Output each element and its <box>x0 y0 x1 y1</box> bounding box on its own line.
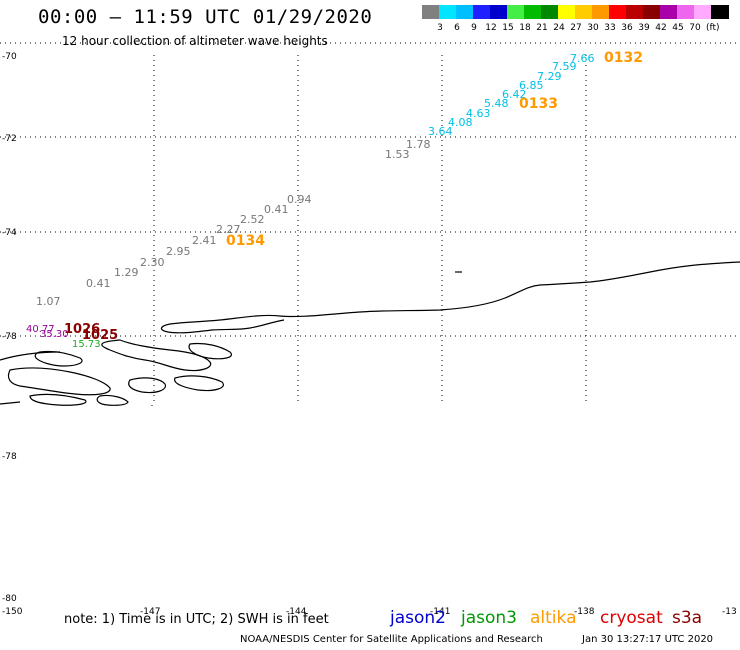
track-value-cyan: 6.85 <box>519 79 544 92</box>
legend-label: 3 <box>437 23 443 33</box>
legend-swatch <box>541 5 559 19</box>
track-value-gray: 0.41 <box>86 277 111 290</box>
track-value-purple: 35.30 <box>40 329 69 340</box>
track-value-red: 1026 <box>64 322 100 337</box>
track-value-gray: 2.30 <box>140 256 165 269</box>
grid-lines <box>0 42 740 405</box>
lon-label-141: -141 <box>430 607 451 617</box>
legend-label: 33 <box>604 23 616 33</box>
track-value-red: 1025 <box>82 328 118 343</box>
sat-altika: altika <box>530 608 577 628</box>
legend-swatch <box>456 5 474 19</box>
track-value-gray: 0.94 <box>287 193 312 206</box>
track-value-green: 15.73 <box>72 339 101 350</box>
track-value-gray: 2.41 <box>192 234 217 247</box>
legend-swatch <box>643 5 661 19</box>
legend-label: 12 <box>485 23 497 33</box>
track-value-gray: 2.95 <box>166 245 191 258</box>
legend-label: 6 <box>454 23 460 33</box>
lon-label-150: -150 <box>2 607 23 617</box>
legend-swatch <box>711 5 729 19</box>
legend-swatch <box>660 5 678 19</box>
lat-label-74: -74 <box>2 228 17 238</box>
legend-swatch <box>507 5 525 19</box>
legend-swatch <box>558 5 576 19</box>
coastline <box>0 261 740 406</box>
track-value-gray: 1.53 <box>385 148 410 161</box>
legend-swatch <box>677 5 695 19</box>
legend-swatch <box>490 5 508 19</box>
legend-label: 27 <box>570 23 582 33</box>
sat-jason2: jason2 <box>390 608 446 628</box>
track-value-cyan: 5.48 <box>484 97 509 110</box>
page-title: 00:00 – 11:59 UTC 01/29/2020 <box>38 6 373 28</box>
track-value-gray: 2.27 <box>216 223 241 236</box>
lon-label-144: -144 <box>286 607 307 617</box>
page-subtitle: 12 hour collection of altimeter wave hei… <box>62 34 328 48</box>
legend-swatch <box>422 5 440 19</box>
legend-label: 36 <box>621 23 633 33</box>
legend-swatch <box>626 5 644 19</box>
lat-label-76: -78 <box>2 332 17 342</box>
track-value-cyan: 4.63 <box>466 107 491 120</box>
lat-label-80: -80 <box>2 594 17 604</box>
legend-label: 39 <box>638 23 650 33</box>
lon-label-138: -138 <box>574 607 595 617</box>
track-value-cyan: 3.64 <box>428 125 453 138</box>
track-value-cyan: 7.66 <box>570 52 595 65</box>
legend-label: 15 <box>502 23 514 33</box>
legend-swatch <box>609 5 627 19</box>
credit-line: NOAA/NESDIS Center for Satellite Applica… <box>240 634 543 645</box>
legend-swatch <box>524 5 542 19</box>
track-value-gray: 1.29 <box>114 266 139 279</box>
units-note: note: 1) Time is in UTC; 2) SWH is in fe… <box>64 612 329 627</box>
legend-swatch <box>473 5 491 19</box>
legend-label: 21 <box>536 23 548 33</box>
track-value-gray: 2.52 <box>240 213 265 226</box>
track-labels: 0.940.412.522.272.412.952.301.290.411.07… <box>26 50 643 350</box>
legend-label: 30 <box>587 23 599 33</box>
legend-label: 45 <box>672 23 684 33</box>
legend-swatch <box>439 5 457 19</box>
legend-unit: (ft) <box>706 23 720 33</box>
legend-label: 18 <box>519 23 531 33</box>
track-value-orange: 0134 <box>226 233 265 249</box>
timestamp: Jan 30 13:27:17 UTC 2020 <box>582 634 714 645</box>
track-value-cyan: 7.29 <box>537 70 562 83</box>
legend-swatch <box>694 5 712 19</box>
legend-label: 42 <box>655 23 667 33</box>
legend-swatch <box>575 5 593 19</box>
track-value-orange: 0133 <box>519 96 558 112</box>
track-value-purple: 40.77 <box>26 324 55 335</box>
track-value-cyan: 4.08 <box>448 116 473 129</box>
track-value-gray: 0.41 <box>264 203 289 216</box>
sat-s3a: s3a <box>672 608 703 628</box>
lon-label-147: -147 <box>140 607 161 617</box>
track-value-gray: 1.07 <box>36 295 61 308</box>
lon-label-135: -13 <box>722 607 737 617</box>
lat-label-72: -72 <box>2 134 17 144</box>
track-value-cyan: 7.59 <box>552 60 577 73</box>
lat-label-70: -70 <box>2 52 17 62</box>
track-value-cyan: 6.42 <box>502 88 527 101</box>
track-value-orange: 0132 <box>604 50 643 66</box>
legend-label: 24 <box>553 23 565 33</box>
lat-label-78: -78 <box>2 452 17 462</box>
legend-label: 9 <box>471 23 477 33</box>
sat-cryosat: cryosat <box>600 608 663 628</box>
track-value-gray: 1.78 <box>406 138 431 151</box>
legend-swatch <box>592 5 610 19</box>
sat-jason3: jason3 <box>461 608 517 628</box>
legend-label: 70 <box>689 23 701 33</box>
